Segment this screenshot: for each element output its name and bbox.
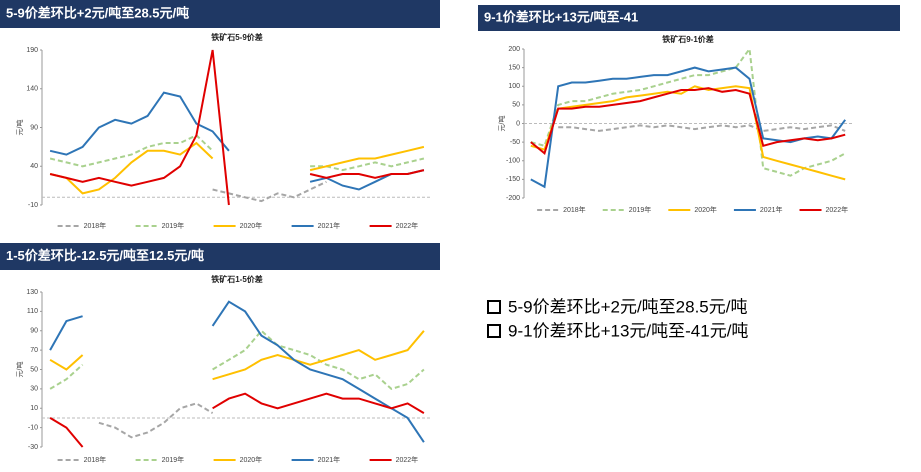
series-line	[49, 141, 425, 195]
panel-title: 5-9价差环比+2元/吨至28.5元/吨	[6, 5, 189, 20]
y-tick-label: 10	[30, 405, 38, 412]
y-tick-label: 200	[508, 46, 520, 53]
y-tick-label: 0	[516, 120, 520, 127]
y-tick-label: 130	[26, 289, 38, 296]
legend-label: 2022年	[396, 455, 419, 464]
y-tick-label: 90	[30, 124, 38, 131]
note: 9-1价差环比+13元/吨至-41元/吨	[508, 321, 748, 340]
y-axis-label: 元/吨	[15, 362, 24, 378]
legend-label: 2020年	[240, 221, 263, 230]
legend-label: 2018年	[563, 205, 586, 214]
legend-label: 2022年	[396, 221, 419, 230]
y-tick-label: -10	[28, 424, 38, 431]
legend-label: 2018年	[84, 455, 107, 464]
series-line	[49, 49, 425, 206]
legend-label: 2020年	[694, 205, 717, 214]
chart-title: 铁矿石5-9价差	[211, 32, 263, 42]
y-tick-label: 50	[512, 102, 520, 109]
series-line	[530, 87, 846, 156]
y-tick-label: 140	[26, 86, 38, 93]
panel-header	[0, 243, 440, 270]
series-line	[49, 91, 425, 191]
series-line	[530, 66, 847, 189]
y-tick-label: 70	[30, 347, 38, 354]
series-line	[49, 392, 425, 448]
y-tick-label: 50	[30, 366, 38, 373]
series-line	[212, 180, 327, 203]
series-line	[98, 402, 214, 439]
y-tick-label: -200	[506, 195, 520, 202]
y-tick-label: 40	[30, 163, 38, 170]
y-tick-label: 190	[26, 47, 38, 54]
chart-title: 铁矿石9-1价差	[662, 34, 714, 44]
y-tick-label: -150	[506, 176, 520, 183]
legend-label: 2022年	[826, 205, 849, 214]
legend-label: 2021年	[760, 205, 783, 214]
panel-title: 1-5价差环比-12.5元/吨至12.5元/吨	[6, 248, 204, 263]
series-line	[49, 134, 425, 172]
legend-label: 2020年	[240, 455, 263, 464]
panel-header	[478, 5, 900, 31]
legend-label: 2019年	[162, 221, 185, 230]
legend-label: 2019年	[162, 455, 185, 464]
panel-title: 9-1价差环比+13元/吨至-41	[484, 9, 638, 24]
panel-header	[0, 0, 440, 28]
y-tick-label: -100	[506, 158, 520, 165]
legend-label: 2021年	[318, 221, 341, 230]
series-line	[530, 85, 846, 181]
series-line	[558, 124, 846, 132]
legend-label: 2018年	[84, 221, 107, 230]
bullet-box	[487, 300, 501, 314]
y-axis-label: 元/吨	[15, 120, 24, 136]
y-tick-label: 100	[508, 83, 520, 90]
chart-title: 铁矿石1-5价差	[211, 274, 263, 284]
y-tick-label: 90	[30, 328, 38, 335]
legend-label: 2019年	[629, 205, 652, 214]
legend-label: 2021年	[318, 455, 341, 464]
bullet-box	[487, 324, 501, 338]
y-tick-label: -30	[28, 444, 38, 451]
series-line	[530, 46, 846, 177]
series-line	[49, 330, 425, 381]
y-tick-label: 110	[27, 308, 38, 315]
note: 5-9价差环比+2元/吨至28.5元/吨	[508, 297, 748, 316]
y-axis-label: 元/吨	[497, 116, 506, 132]
y-tick-label: -10	[28, 202, 38, 209]
y-tick-label: 30	[30, 386, 38, 393]
y-tick-label: 150	[508, 64, 520, 71]
series-line	[49, 329, 425, 391]
y-tick-label: -50	[510, 139, 520, 146]
